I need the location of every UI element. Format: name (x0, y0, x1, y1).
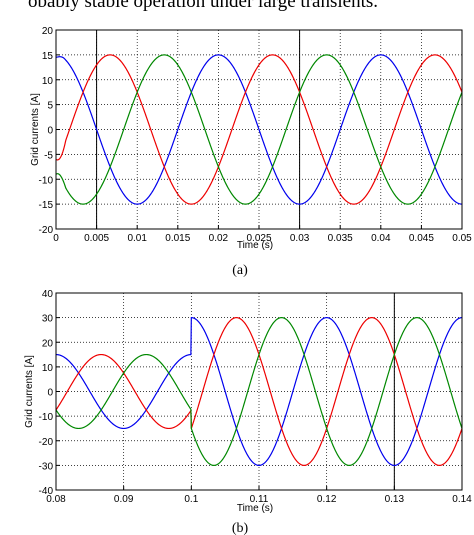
x-axis-label: Time (s) (237, 240, 273, 251)
y-tick-label: -20 (39, 437, 54, 448)
x-tick-label: 0.12 (317, 494, 337, 505)
series-line (55, 54, 463, 205)
y-tick-label: 20 (42, 338, 54, 349)
x-axis-label: Time (s) (237, 503, 273, 514)
series-line (55, 54, 463, 205)
x-tick-label: 0.01 (127, 233, 147, 244)
y-tick-label: 40 (42, 289, 54, 300)
y-tick-label: -40 (39, 486, 54, 497)
y-tick-label: 10 (42, 363, 54, 374)
y-tick-label: 5 (47, 101, 53, 112)
x-tick-label: 0.1 (184, 494, 198, 505)
x-tick-label: 0.045 (409, 233, 434, 244)
chart-b: 0.08 0.09 0.1 0.11 0.12 0.13 0.14 40 30 20 10 0 -10 -… (24, 289, 472, 535)
y-tick-label: 15 (42, 51, 54, 62)
x-tick-label: 0 (53, 233, 59, 244)
x-tick-label: 0.04 (371, 233, 391, 244)
chart-a: 0 0.005 0.01 0.015 0.02 0.025 0.03 0.035 0.04 0.0… (30, 26, 472, 278)
x-tick-label: 0.11 (250, 494, 269, 505)
y-tick-label: 10 (42, 76, 54, 87)
header-text-content: obably stable operation under large tran… (28, 0, 378, 12)
x-tick-label: 0.005 (84, 233, 109, 244)
series-line (55, 317, 463, 466)
y-tick-label: -5 (44, 150, 53, 161)
y-axis-label: Grid currents [A] (30, 93, 41, 166)
figure-caption: (a) (232, 263, 248, 278)
y-axis-label: Grid currents [A] (24, 355, 35, 428)
header-text: obably stable operation under large tran… (28, 0, 474, 30)
y-tick-label: -10 (39, 412, 54, 423)
x-tick-label: 0.025 (246, 233, 271, 244)
x-tick-label: 0.035 (328, 233, 353, 244)
series-line (55, 317, 463, 466)
x-tick-label: 0.09 (114, 494, 134, 505)
x-tick-label: 0.02 (209, 233, 229, 244)
x-tick-label: 0.03 (290, 233, 310, 244)
y-tick-label: -10 (39, 175, 54, 186)
figure-caption: (b) (232, 521, 249, 535)
y-tick-label: 0 (47, 126, 53, 137)
y-tick-label: 20 (42, 26, 54, 37)
y-tick-label: 0 (47, 388, 53, 399)
y-tick-label: -15 (39, 200, 54, 211)
x-tick-label: 0.13 (385, 494, 405, 505)
y-tick-label: -30 (39, 461, 54, 472)
x-tick-label: 0.05 (452, 233, 472, 244)
x-tick-label: 0.14 (452, 494, 472, 505)
x-tick-label: 0.015 (165, 233, 190, 244)
y-tick-label: -20 (39, 225, 54, 236)
series-line (55, 54, 463, 205)
y-tick-label: 30 (42, 314, 54, 325)
x-tick-label: 0.08 (46, 494, 66, 505)
